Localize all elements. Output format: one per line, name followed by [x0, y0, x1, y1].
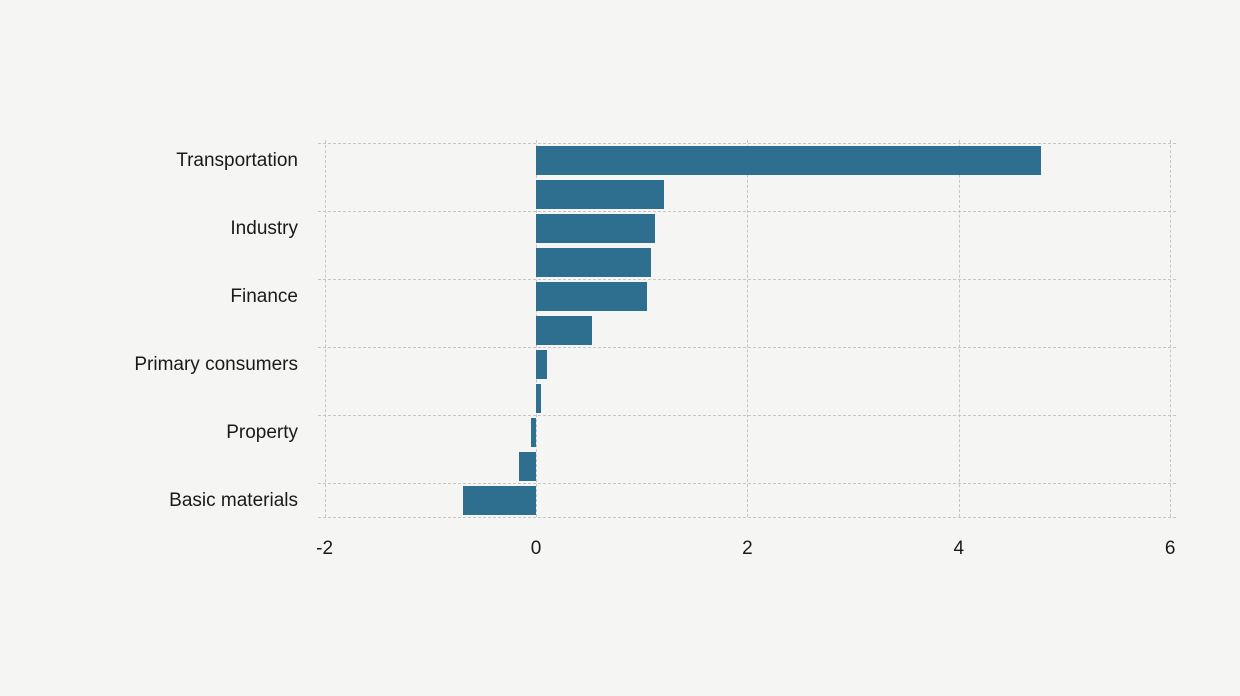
v-gridline [958, 140, 960, 517]
v-gridline [747, 140, 749, 517]
category-label-property: Property [226, 421, 298, 443]
bar-row-6 [536, 315, 593, 345]
category-label-industry: Industry [230, 217, 298, 239]
bar-primary-consumers [536, 349, 547, 379]
v-gridline [324, 140, 326, 517]
bar-finance [536, 281, 647, 311]
bar-row-8 [536, 383, 542, 413]
category-label-transportation: Transportation [176, 149, 298, 171]
h-gridline [318, 517, 1176, 518]
category-label-finance: Finance [230, 285, 298, 307]
h-gridline [318, 347, 1176, 348]
bar-row-10 [519, 451, 536, 481]
bar-row-4 [536, 247, 652, 277]
h-gridline [318, 211, 1176, 212]
h-gridline [318, 483, 1176, 484]
bar-industry [536, 213, 656, 243]
plot-area [318, 140, 1176, 518]
v-gridline [1170, 140, 1172, 517]
h-gridline [318, 415, 1176, 416]
x-tick-label: 6 [1164, 538, 1176, 559]
x-tick-label: 2 [742, 538, 753, 559]
x-tick-label: -2 [316, 538, 334, 559]
bar-transportation [536, 145, 1042, 175]
category-label-basic-materials: Basic materials [169, 489, 298, 511]
bar-row-2 [536, 179, 664, 209]
bar-property [530, 417, 536, 447]
x-tick-label: 4 [953, 538, 965, 559]
x-tick-label: 0 [530, 538, 542, 559]
h-gridline [318, 279, 1176, 280]
h-gridline [318, 143, 1176, 144]
category-label-primary-consumers: Primary consumers [134, 353, 298, 375]
bar-basic-materials [463, 485, 536, 515]
